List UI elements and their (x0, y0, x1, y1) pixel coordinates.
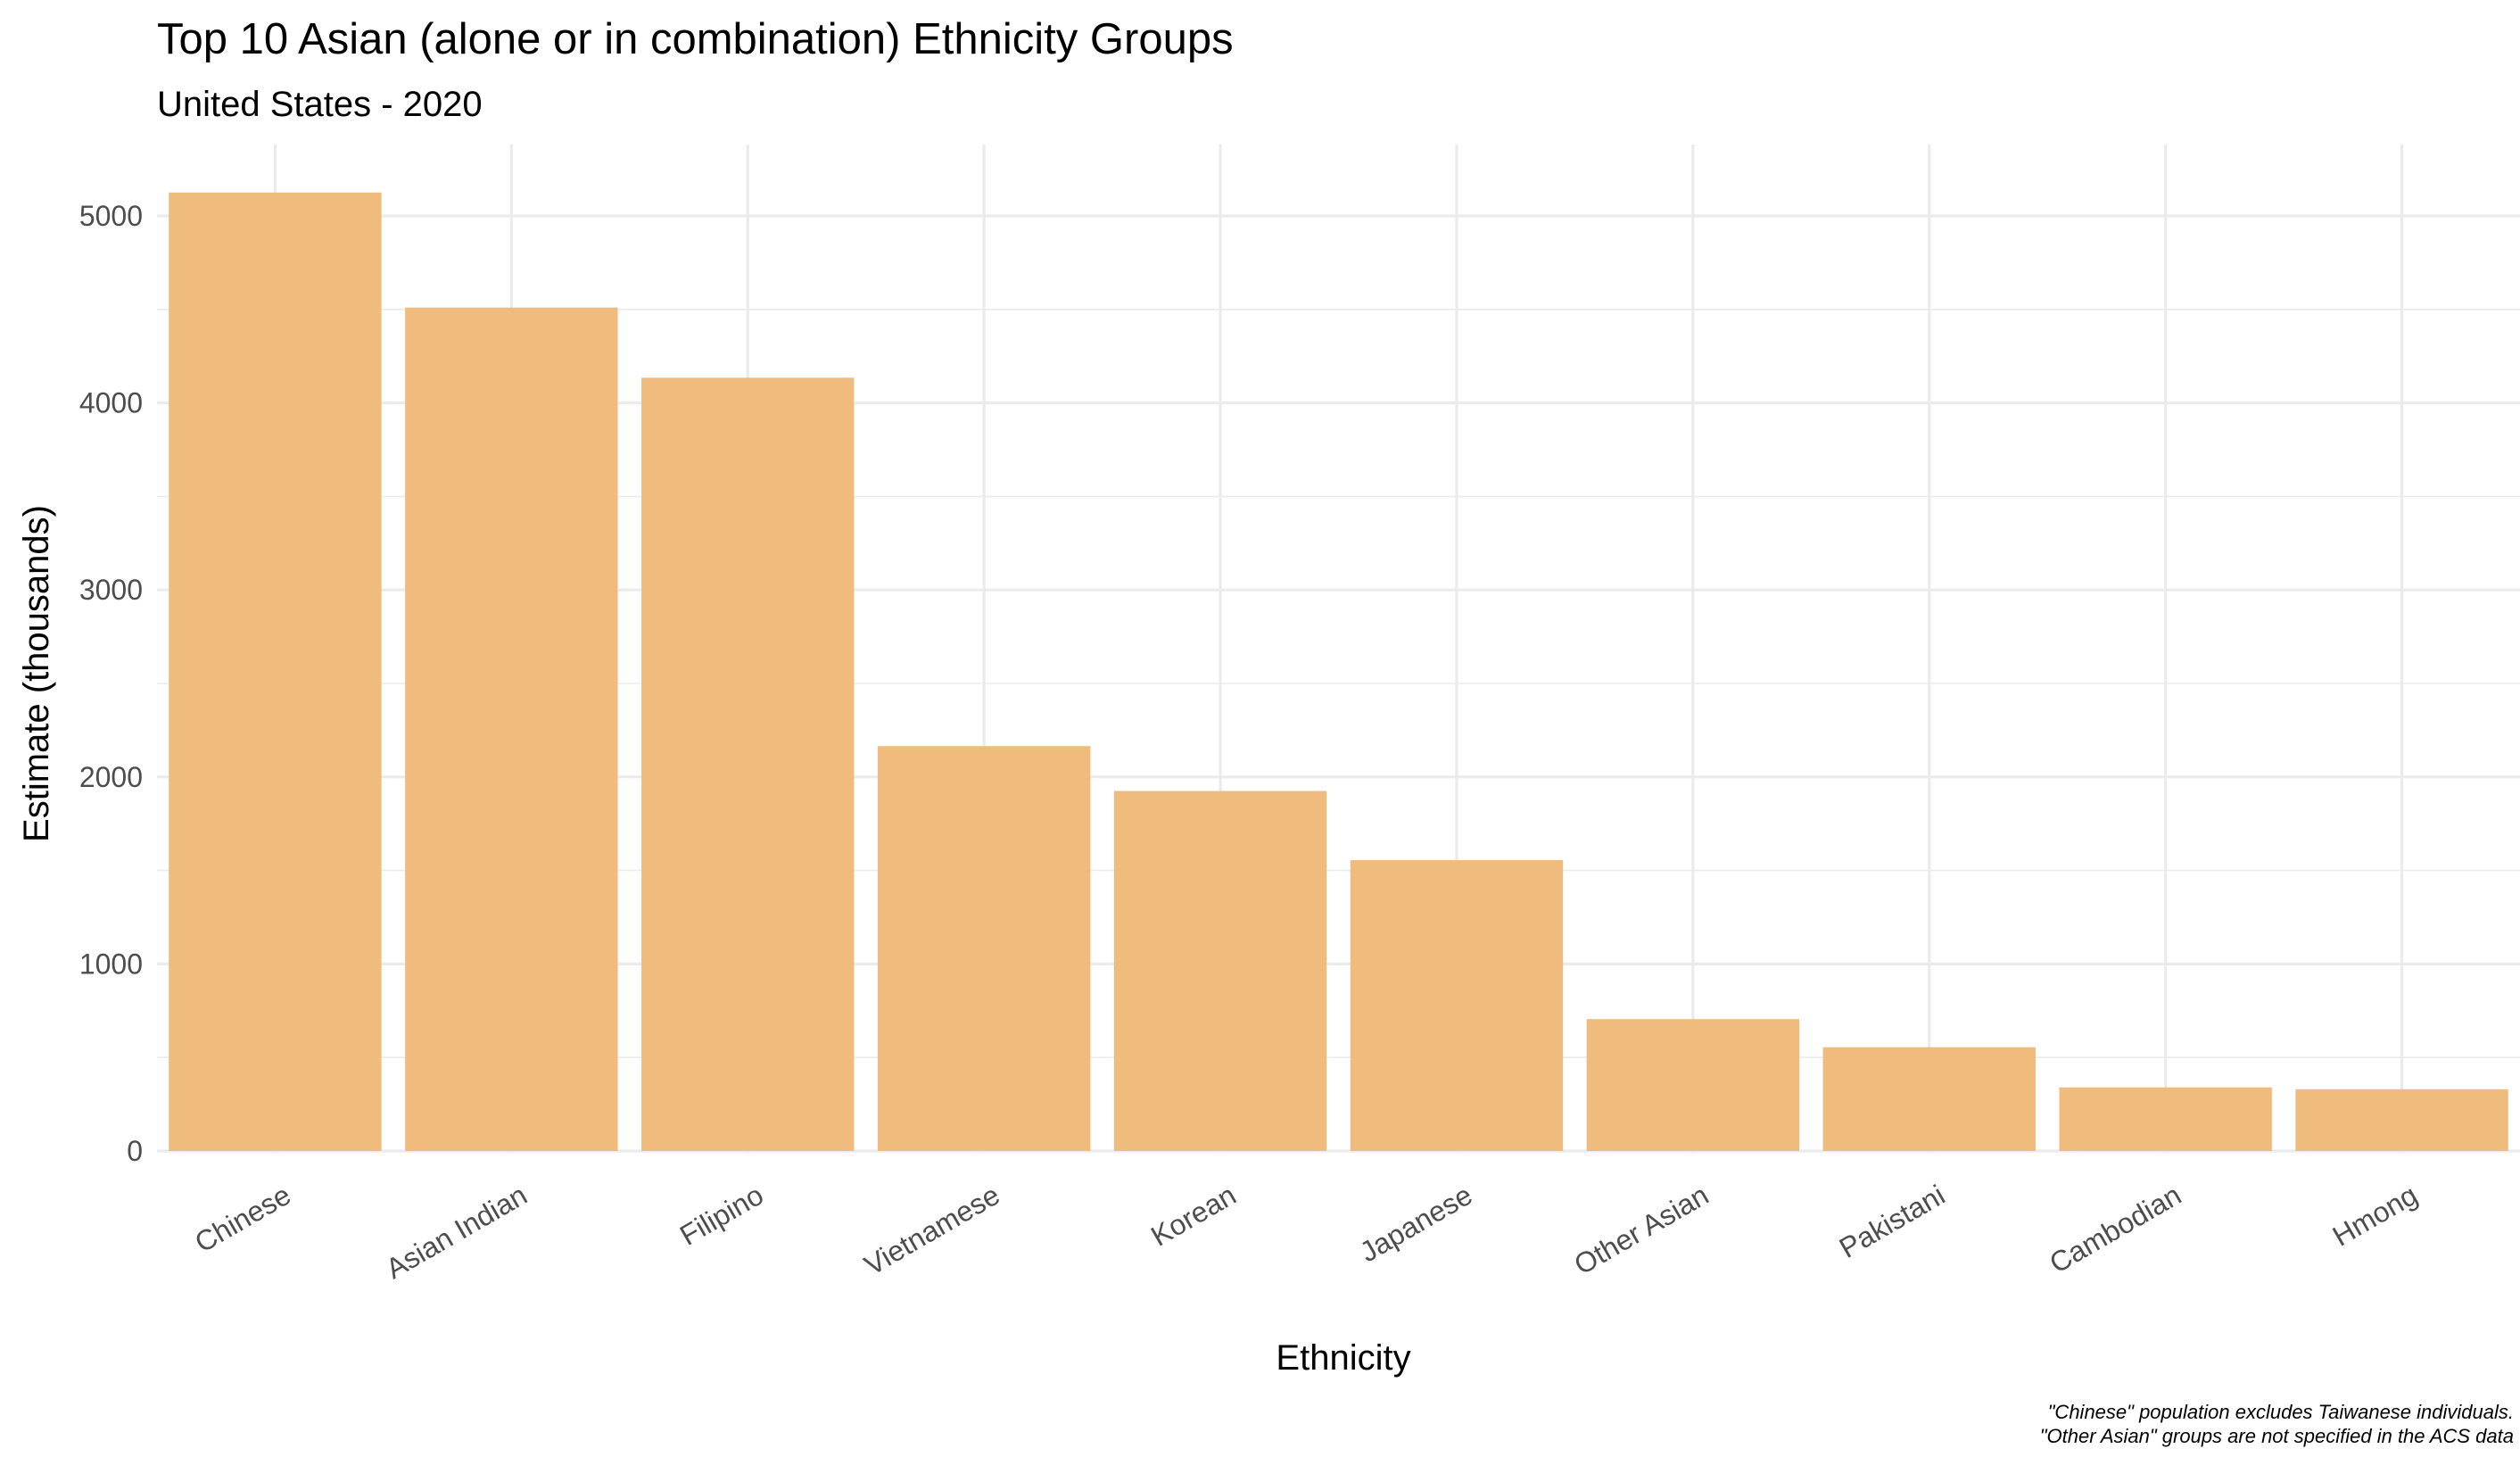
chart-title: Top 10 Asian (alone or in combination) E… (157, 15, 1234, 63)
bars (169, 192, 2508, 1152)
bar-other-asian (1586, 1019, 1800, 1151)
x-tick-label: Other Asian (1569, 1179, 1714, 1281)
x-tick-label: Japanese (1354, 1179, 1477, 1269)
x-tick-label: Vietnamese (859, 1179, 1005, 1281)
chart-subtitle: United States - 2020 (157, 85, 483, 124)
bar-asian-indian (405, 307, 618, 1152)
bar-filipino (641, 377, 855, 1152)
x-axis-ticks: Chinese Asian Indian Filipino Vietnamese Kor… (189, 1179, 2423, 1285)
bar-vietnamese (877, 746, 1091, 1151)
y-axis-ticks: 0 1000 2000 3000 4000 5000 (79, 200, 143, 1167)
x-tick-label: Hmong (2327, 1179, 2423, 1253)
caption-line-2: "Other Asian" groups are not specified i… (2040, 1425, 2514, 1447)
caption-line-1: "Chinese" population excludes Taiwanese … (2048, 1401, 2514, 1423)
x-axis-title: Ethnicity (1276, 1338, 1410, 1378)
x-tick-label: Korean (1145, 1179, 1241, 1253)
x-tick-label: Chinese (189, 1179, 296, 1259)
x-tick-label: Pakistani (1834, 1179, 1950, 1264)
y-tick-label: 1000 (79, 948, 143, 980)
y-axis-title: Estimate (thousands) (17, 505, 56, 842)
y-tick-label: 5000 (79, 200, 143, 232)
bar-pakistani (1822, 1047, 2036, 1151)
y-tick-label: 2000 (79, 761, 143, 793)
bar-hmong (2295, 1089, 2508, 1151)
y-tick-label: 4000 (79, 387, 143, 419)
bar-chinese (169, 192, 382, 1151)
bar-cambodian (2059, 1087, 2272, 1151)
x-tick-label: Cambodian (2044, 1179, 2186, 1279)
x-tick-label: Filipino (674, 1179, 769, 1252)
x-tick-label: Asian Indian (380, 1179, 533, 1285)
y-tick-label: 0 (127, 1135, 143, 1167)
y-tick-label: 3000 (79, 574, 143, 606)
bar-japanese (1350, 860, 1564, 1151)
bar-korean (1113, 791, 1327, 1151)
